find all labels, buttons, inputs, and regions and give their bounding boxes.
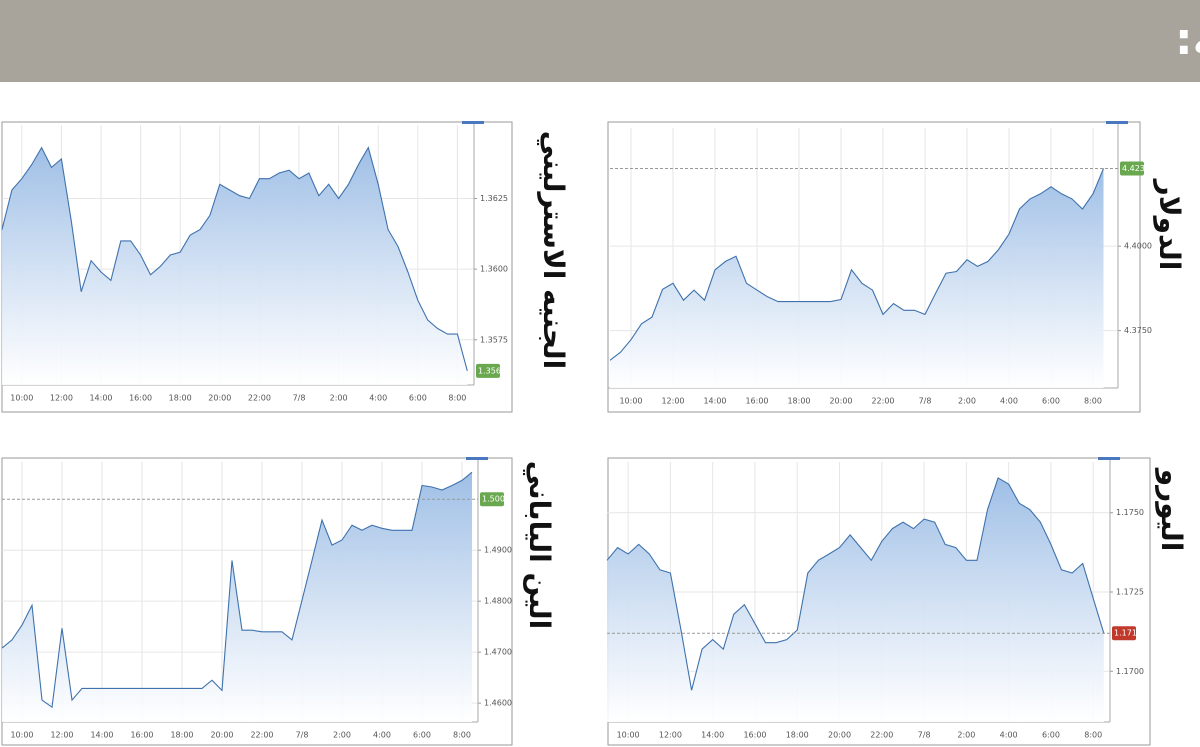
current-label: 1.5000 (482, 495, 510, 504)
x-tick-label: 8:00 (448, 394, 466, 403)
x-tick-label: 18:00 (786, 731, 809, 740)
chart-title: الجنيه الاسترليني (537, 131, 570, 369)
x-tick-label: 20:00 (210, 731, 233, 740)
y-tick-label: 1.1750 (1116, 508, 1144, 517)
current-label: 1.3564 (478, 366, 506, 375)
current-badge (480, 492, 504, 507)
x-tick-label: 18:00 (170, 731, 193, 740)
x-tick-label: 12:00 (50, 394, 73, 403)
x-tick-label: 12:00 (661, 397, 684, 406)
range-tab (1106, 121, 1128, 124)
x-tick-label: 10:00 (617, 731, 640, 740)
y-tick-label: 1.3600 (480, 265, 508, 274)
x-tick-label: 22:00 (248, 394, 271, 403)
y-tick-label: 1.4800 (484, 597, 512, 606)
y-tick-label: 1.4600 (484, 699, 512, 708)
x-tick-label: 6:00 (413, 731, 431, 740)
x-tick-label: 8:00 (453, 731, 471, 740)
x-tick-label: 16:00 (745, 397, 768, 406)
x-tick-label: 8:00 (1084, 397, 1102, 406)
y-tick-label: 1.3625 (480, 194, 508, 203)
line (1, 471, 473, 709)
y-tick-label: 4.3750 (1124, 326, 1152, 335)
x-tick-label: 4:00 (1000, 397, 1018, 406)
current-label: 4.4230 (1122, 164, 1150, 173)
x-tick-label: 7/8 (293, 394, 306, 403)
y-tick-label: 1.1725 (1116, 588, 1144, 597)
x-tick-label: 6:00 (409, 394, 427, 403)
header-title: تحركات العملات الرئيسة: (1175, 14, 1200, 65)
area (607, 477, 1104, 722)
x-tick-label: 12:00 (50, 731, 73, 740)
x-tick-label: 2:00 (333, 731, 351, 740)
x-tick-label: 12:00 (659, 731, 682, 740)
x-tick-label: 7/8 (296, 731, 309, 740)
x-tick-label: 7/8 (918, 731, 931, 740)
x-tick-label: 22:00 (871, 397, 894, 406)
x-tick-label: 22:00 (870, 731, 893, 740)
x-tick-label: 20:00 (208, 394, 231, 403)
x-tick-label: 20:00 (828, 731, 851, 740)
y-tick-label: 1.4700 (484, 648, 512, 657)
y-tick-label: 4.4000 (1124, 242, 1152, 251)
x-tick-label: 6:00 (1042, 731, 1060, 740)
line (1, 146, 468, 372)
current-badge (476, 363, 500, 378)
x-tick-label: 10:00 (619, 397, 642, 406)
chart-title: الين الياباني (523, 461, 556, 629)
header-bar (0, 0, 1200, 82)
x-tick-label: 18:00 (787, 397, 810, 406)
range-tab (462, 121, 484, 124)
line (606, 477, 1105, 691)
x-tick-label: 22:00 (250, 731, 273, 740)
x-tick-label: 14:00 (703, 397, 726, 406)
x-tick-label: 16:00 (743, 731, 766, 740)
x-tick-label: 4:00 (369, 394, 387, 403)
x-tick-label: 10:00 (10, 394, 33, 403)
chart-title: الدولار (1153, 178, 1186, 271)
x-tick-label: 4:00 (373, 731, 391, 740)
range-tab (1098, 457, 1120, 460)
range-tab (466, 457, 488, 460)
x-tick-label: 7/8 (919, 397, 932, 406)
x-tick-label: 14:00 (701, 731, 724, 740)
x-tick-label: 10:00 (10, 731, 33, 740)
x-tick-label: 8:00 (1084, 731, 1102, 740)
line (609, 168, 1105, 361)
x-tick-label: 2:00 (958, 397, 976, 406)
x-tick-label: 14:00 (89, 394, 112, 403)
x-tick-label: 6:00 (1042, 397, 1060, 406)
x-tick-label: 16:00 (130, 731, 153, 740)
x-tick-label: 20:00 (829, 397, 852, 406)
x-tick-label: 14:00 (90, 731, 113, 740)
y-tick-label: 1.3575 (480, 335, 508, 344)
x-tick-label: 2:00 (330, 394, 348, 403)
y-tick-label: 1.1700 (1116, 667, 1144, 676)
current-label: 1.1712 (1114, 629, 1142, 638)
y-tick-label: 1.4900 (484, 546, 512, 555)
x-tick-label: 18:00 (169, 394, 192, 403)
current-badge (1112, 626, 1136, 641)
current-badge (1120, 161, 1144, 176)
x-tick-label: 16:00 (129, 394, 152, 403)
x-tick-label: 2:00 (957, 731, 975, 740)
chart-title: اليورو (1155, 467, 1188, 552)
area (2, 147, 468, 385)
area (610, 168, 1104, 388)
x-tick-label: 4:00 (1000, 731, 1018, 740)
